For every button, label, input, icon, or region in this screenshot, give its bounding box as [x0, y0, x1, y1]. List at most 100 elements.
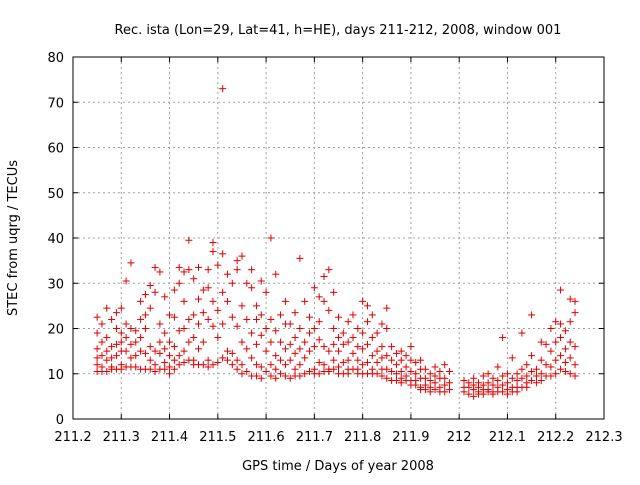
data-point — [204, 284, 212, 292]
data-point — [571, 372, 579, 380]
x-tick-label: 211.8 — [344, 430, 381, 445]
data-point — [431, 379, 439, 387]
data-point — [296, 325, 304, 332]
data-point — [117, 338, 125, 346]
y-tick-label: 10 — [47, 368, 64, 383]
data-point — [267, 315, 275, 323]
data-point — [122, 277, 130, 285]
data-point — [402, 363, 410, 371]
data-point — [344, 370, 352, 378]
x-tick-label: 211.6 — [247, 430, 284, 445]
data-point — [175, 279, 183, 287]
y-axis-label: STEC from uqrg / TECUs — [6, 160, 21, 316]
data-point — [166, 363, 174, 371]
data-point — [161, 345, 169, 353]
data-point — [499, 381, 507, 389]
data-point — [479, 390, 487, 398]
x-tick-label: 212.2 — [537, 430, 574, 445]
data-point — [252, 372, 260, 380]
data-point — [127, 259, 135, 267]
data-point — [426, 388, 434, 396]
data-point — [344, 356, 352, 364]
data-point — [262, 288, 270, 296]
data-point — [277, 338, 285, 346]
data-point — [513, 388, 521, 396]
data-point — [421, 374, 429, 382]
data-point — [503, 390, 511, 398]
data-point — [378, 343, 386, 351]
data-point — [426, 370, 434, 378]
data-point — [127, 354, 135, 362]
data-point — [238, 361, 246, 369]
data-point — [397, 367, 405, 375]
data-point — [108, 354, 116, 362]
data-point — [296, 345, 304, 353]
data-point — [378, 354, 386, 362]
data-point — [214, 358, 222, 366]
data-point — [98, 320, 106, 328]
data-point — [436, 367, 444, 375]
data-point — [296, 372, 304, 380]
data-point — [523, 383, 531, 391]
data-point — [103, 304, 111, 312]
data-point — [286, 356, 294, 364]
data-point — [146, 356, 154, 364]
data-point — [175, 352, 183, 360]
y-tick-label: 80 — [47, 51, 64, 66]
data-point — [397, 356, 405, 364]
data-point — [291, 334, 299, 342]
data-point — [204, 363, 212, 371]
data-point — [528, 377, 536, 385]
data-point — [532, 365, 540, 373]
y-tick-label: 70 — [47, 96, 64, 111]
y-tick-label: 50 — [47, 187, 64, 202]
data-point — [441, 381, 449, 389]
data-point — [199, 361, 207, 369]
data-point — [146, 304, 154, 312]
data-point — [98, 352, 106, 360]
data-point — [185, 236, 193, 244]
data-point — [185, 315, 193, 323]
data-point — [137, 334, 145, 342]
data-point — [508, 374, 516, 382]
data-point — [166, 352, 174, 360]
data-point — [93, 329, 101, 337]
data-point — [170, 365, 178, 373]
data-point — [460, 377, 468, 385]
data-point — [137, 315, 145, 323]
data-point — [248, 354, 256, 362]
data-point — [571, 361, 579, 369]
data-point — [214, 306, 222, 314]
data-point — [513, 377, 521, 385]
data-point — [141, 349, 149, 357]
data-point — [267, 372, 275, 380]
data-point — [252, 315, 260, 323]
data-point — [112, 340, 120, 348]
data-point — [349, 311, 357, 319]
data-point — [238, 370, 246, 378]
data-point — [103, 356, 111, 364]
data-point — [257, 331, 265, 339]
data-point — [557, 286, 565, 294]
data-point — [566, 295, 574, 303]
data-point — [272, 270, 280, 278]
data-point — [315, 358, 323, 366]
data-point — [277, 370, 285, 378]
y-tick-label: 0 — [56, 413, 64, 428]
data-point — [537, 356, 545, 364]
data-point — [108, 343, 116, 351]
y-tick-label: 40 — [47, 232, 64, 247]
x-tick-labels: 211.2 211.3 211.4 211.5 211.6 211.7 211.8 211.9… — [54, 430, 622, 445]
data-point — [330, 325, 338, 332]
data-point — [363, 340, 371, 348]
data-point — [368, 311, 376, 319]
data-point — [112, 309, 120, 317]
data-point — [151, 361, 159, 369]
data-point — [373, 329, 381, 337]
data-point — [310, 284, 318, 292]
data-point — [368, 334, 376, 342]
data-point — [243, 279, 251, 287]
data-point — [315, 293, 323, 301]
data-point — [103, 347, 111, 355]
y-tick-labels: 0 10 20 30 40 50 60 70 80 — [47, 51, 64, 428]
